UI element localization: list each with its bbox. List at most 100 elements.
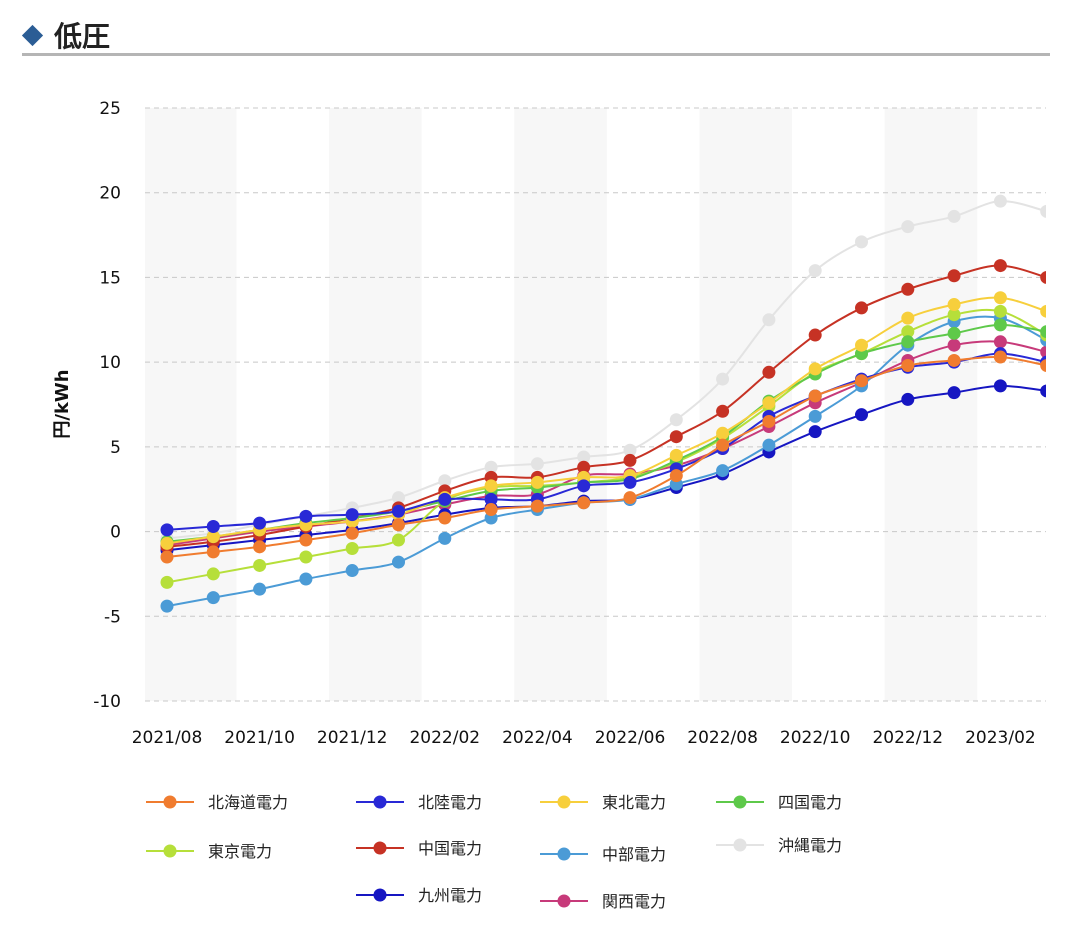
- data-point: [716, 404, 730, 418]
- legend-marker: [557, 847, 571, 861]
- data-point: [855, 408, 868, 422]
- data-point: [1040, 204, 1046, 218]
- data-point: [947, 353, 961, 367]
- data-point: [160, 550, 174, 564]
- data-point: [855, 235, 868, 249]
- y-tick-label: 10: [99, 353, 121, 373]
- legend-label: 沖縄電力: [778, 836, 842, 855]
- data-point: [947, 338, 961, 352]
- data-point: [299, 533, 313, 547]
- data-point: [253, 540, 267, 554]
- data-point: [160, 523, 174, 537]
- data-point: [993, 291, 1007, 305]
- y-tick-label: 20: [99, 184, 121, 204]
- data-point: [577, 479, 591, 493]
- data-point: [855, 374, 868, 388]
- data-point: [438, 492, 452, 506]
- data-point: [253, 558, 267, 572]
- data-point: [808, 264, 822, 278]
- data-point: [901, 335, 915, 349]
- legend-label: 九州電力: [418, 886, 482, 905]
- data-point: [901, 392, 915, 406]
- data-point: [901, 220, 915, 234]
- x-tick-label: 2022/02: [409, 728, 480, 748]
- data-point: [762, 365, 776, 379]
- legend-item: 中部電力: [540, 845, 666, 864]
- data-point: [160, 575, 174, 589]
- legend-label: 四国電力: [778, 793, 842, 812]
- data-point: [392, 491, 405, 505]
- legend-marker: [733, 838, 747, 852]
- data-point: [392, 555, 405, 569]
- legend-label: 北陸電力: [418, 793, 482, 812]
- data-point: [530, 499, 544, 513]
- legend-marker: [373, 841, 387, 855]
- data-point: [577, 450, 591, 464]
- data-point: [206, 530, 220, 544]
- data-point: [623, 475, 637, 489]
- legend-item: 四国電力: [716, 793, 842, 812]
- section-header: 低圧: [21, 10, 1050, 56]
- data-point: [1040, 325, 1046, 339]
- x-tick-label: 2021/08: [132, 728, 203, 748]
- data-point: [993, 194, 1007, 208]
- data-point: [808, 362, 822, 376]
- data-point: [484, 479, 498, 493]
- plot-band: [145, 108, 237, 701]
- data-point: [299, 509, 313, 523]
- data-point: [1040, 270, 1046, 284]
- data-point: [716, 426, 730, 440]
- data-point: [716, 464, 730, 478]
- data-point: [808, 425, 822, 439]
- legend-marker: [733, 795, 747, 809]
- data-point: [577, 460, 591, 474]
- legend-item: 北海道電力: [146, 793, 288, 812]
- data-point: [530, 475, 544, 489]
- legend-label: 中部電力: [602, 845, 666, 864]
- data-point: [993, 379, 1007, 393]
- data-point: [669, 413, 683, 427]
- data-point: [530, 457, 544, 471]
- legend-item: 東京電力: [146, 842, 272, 861]
- legend-marker: [163, 795, 177, 809]
- y-tick-label: 0: [110, 523, 121, 543]
- y-axis-label: 円/kWh: [52, 369, 73, 438]
- data-point: [577, 496, 591, 510]
- data-point: [1040, 359, 1046, 372]
- data-point: [253, 582, 267, 596]
- data-point: [345, 564, 359, 578]
- legend-marker: [163, 844, 177, 858]
- data-point: [623, 491, 637, 505]
- data-point: [993, 259, 1007, 273]
- data-point: [901, 325, 915, 339]
- plot-area: [160, 194, 1046, 613]
- data-point: [438, 474, 452, 488]
- data-point: [901, 311, 915, 325]
- plot-band: [329, 108, 422, 701]
- data-point: [484, 503, 498, 517]
- data-point: [947, 209, 961, 223]
- data-point: [993, 350, 1007, 364]
- y-tick-label: 25: [99, 99, 121, 119]
- data-point: [855, 301, 868, 315]
- data-point: [253, 516, 267, 530]
- data-point: [392, 504, 405, 518]
- legend-item: 東北電力: [540, 793, 666, 812]
- legend-item: 北陸電力: [356, 793, 482, 812]
- data-point: [160, 536, 174, 550]
- x-tick-label: 2022/08: [687, 728, 758, 748]
- x-tick-label: 2022/12: [872, 728, 943, 748]
- data-point: [901, 282, 915, 296]
- data-point: [206, 519, 220, 533]
- data-point: [484, 492, 498, 506]
- data-point: [993, 318, 1007, 332]
- data-point: [762, 414, 776, 428]
- data-point: [345, 508, 359, 522]
- x-tick-label: 2023/02: [965, 728, 1036, 748]
- legend-marker: [557, 795, 571, 809]
- data-point: [1040, 345, 1046, 359]
- section-title: 低圧: [54, 20, 111, 53]
- data-point: [762, 313, 776, 327]
- x-tick-label: 2022/04: [502, 728, 573, 748]
